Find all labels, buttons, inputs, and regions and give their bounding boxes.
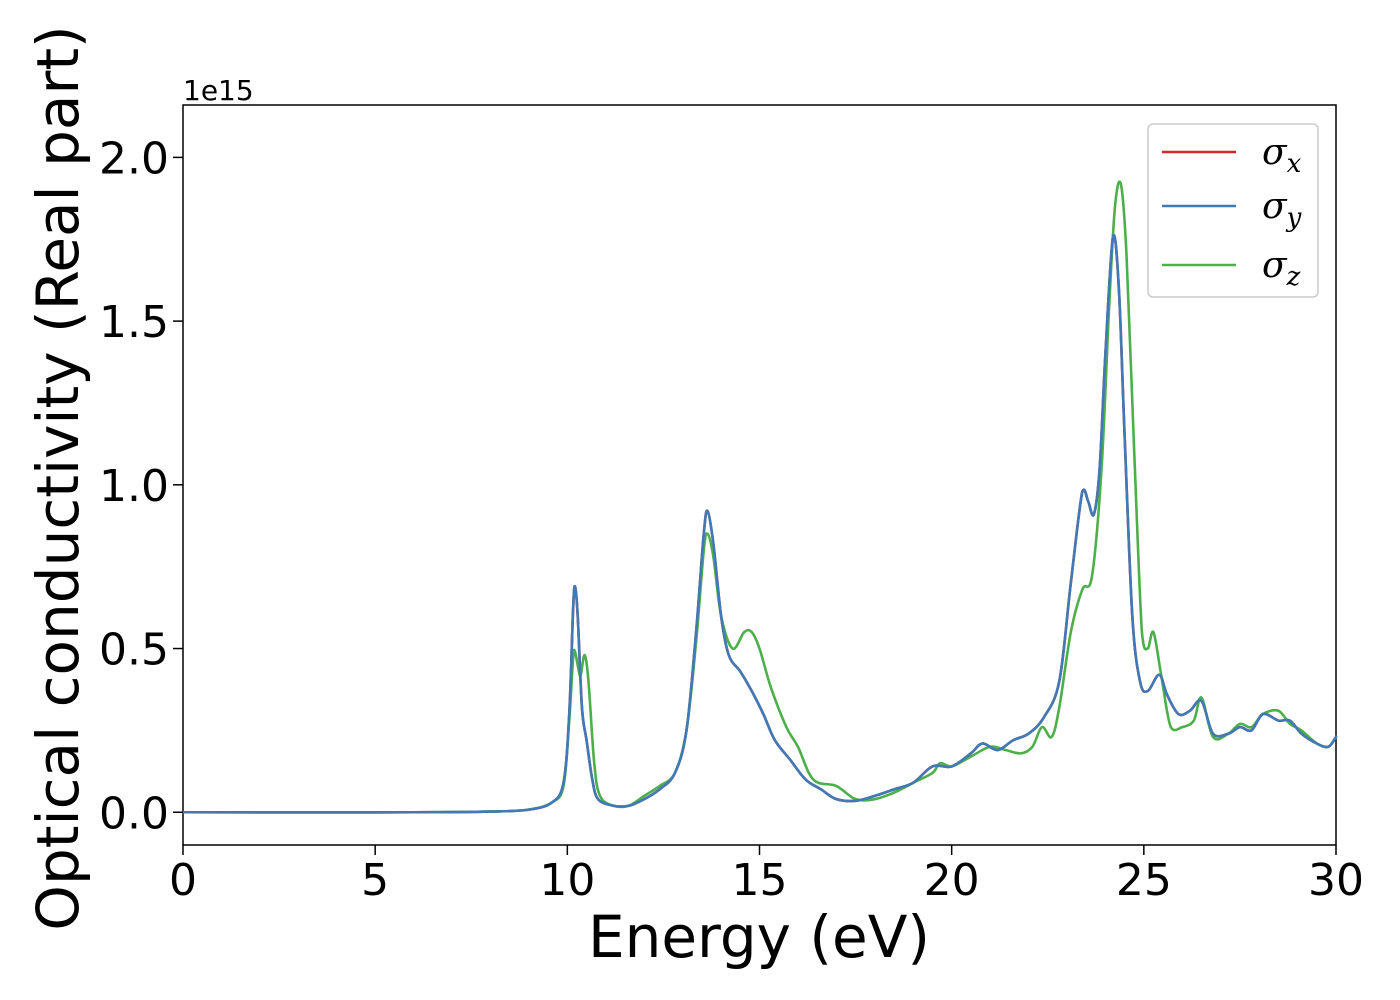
legend-subscript: y [1286,203,1302,233]
y-tick-label: 0.5 [99,625,169,676]
y-axis-title: Optical conductivity (Real part) [24,25,92,930]
x-tick-label: 30 [1308,855,1364,906]
legend-label-x: σx [1262,132,1302,179]
series-line-y [181,233,1338,814]
legend-box [1147,123,1319,298]
x-tick-label: 20 [924,855,980,906]
legend-label-y: σy [1262,186,1302,233]
y-tick-label: 0.0 [99,788,169,839]
x-axis-ticks: 0 5 10 15 20 25 30 [169,845,1364,906]
legend-symbol: σ [1262,186,1288,227]
y-tick-label: 1.5 [99,297,169,348]
x-tick-label: 15 [732,855,788,906]
y-tick-label: 1.0 [99,461,169,512]
series-layer [181,180,1338,814]
x-tick-label: 0 [169,855,197,906]
legend-symbol: σ [1262,245,1288,286]
x-tick-label: 5 [361,855,389,906]
series-line-z [181,180,1338,814]
y-offset-label: 1e15 [183,74,254,107]
legend-subscript: x [1287,149,1302,179]
x-axis-title: Energy (eV) [588,903,930,971]
x-tick-label: 25 [1116,855,1172,906]
y-axis-ticks: 0.0 0.5 1.0 1.5 2.0 [99,133,183,839]
y-tick-label: 2.0 [99,133,169,184]
legend-symbol: σ [1262,132,1288,173]
x-tick-label: 10 [539,855,595,906]
series-line-x [181,233,1338,814]
legend-label-z: σz [1262,245,1301,292]
legend-subscript: z [1286,262,1301,292]
